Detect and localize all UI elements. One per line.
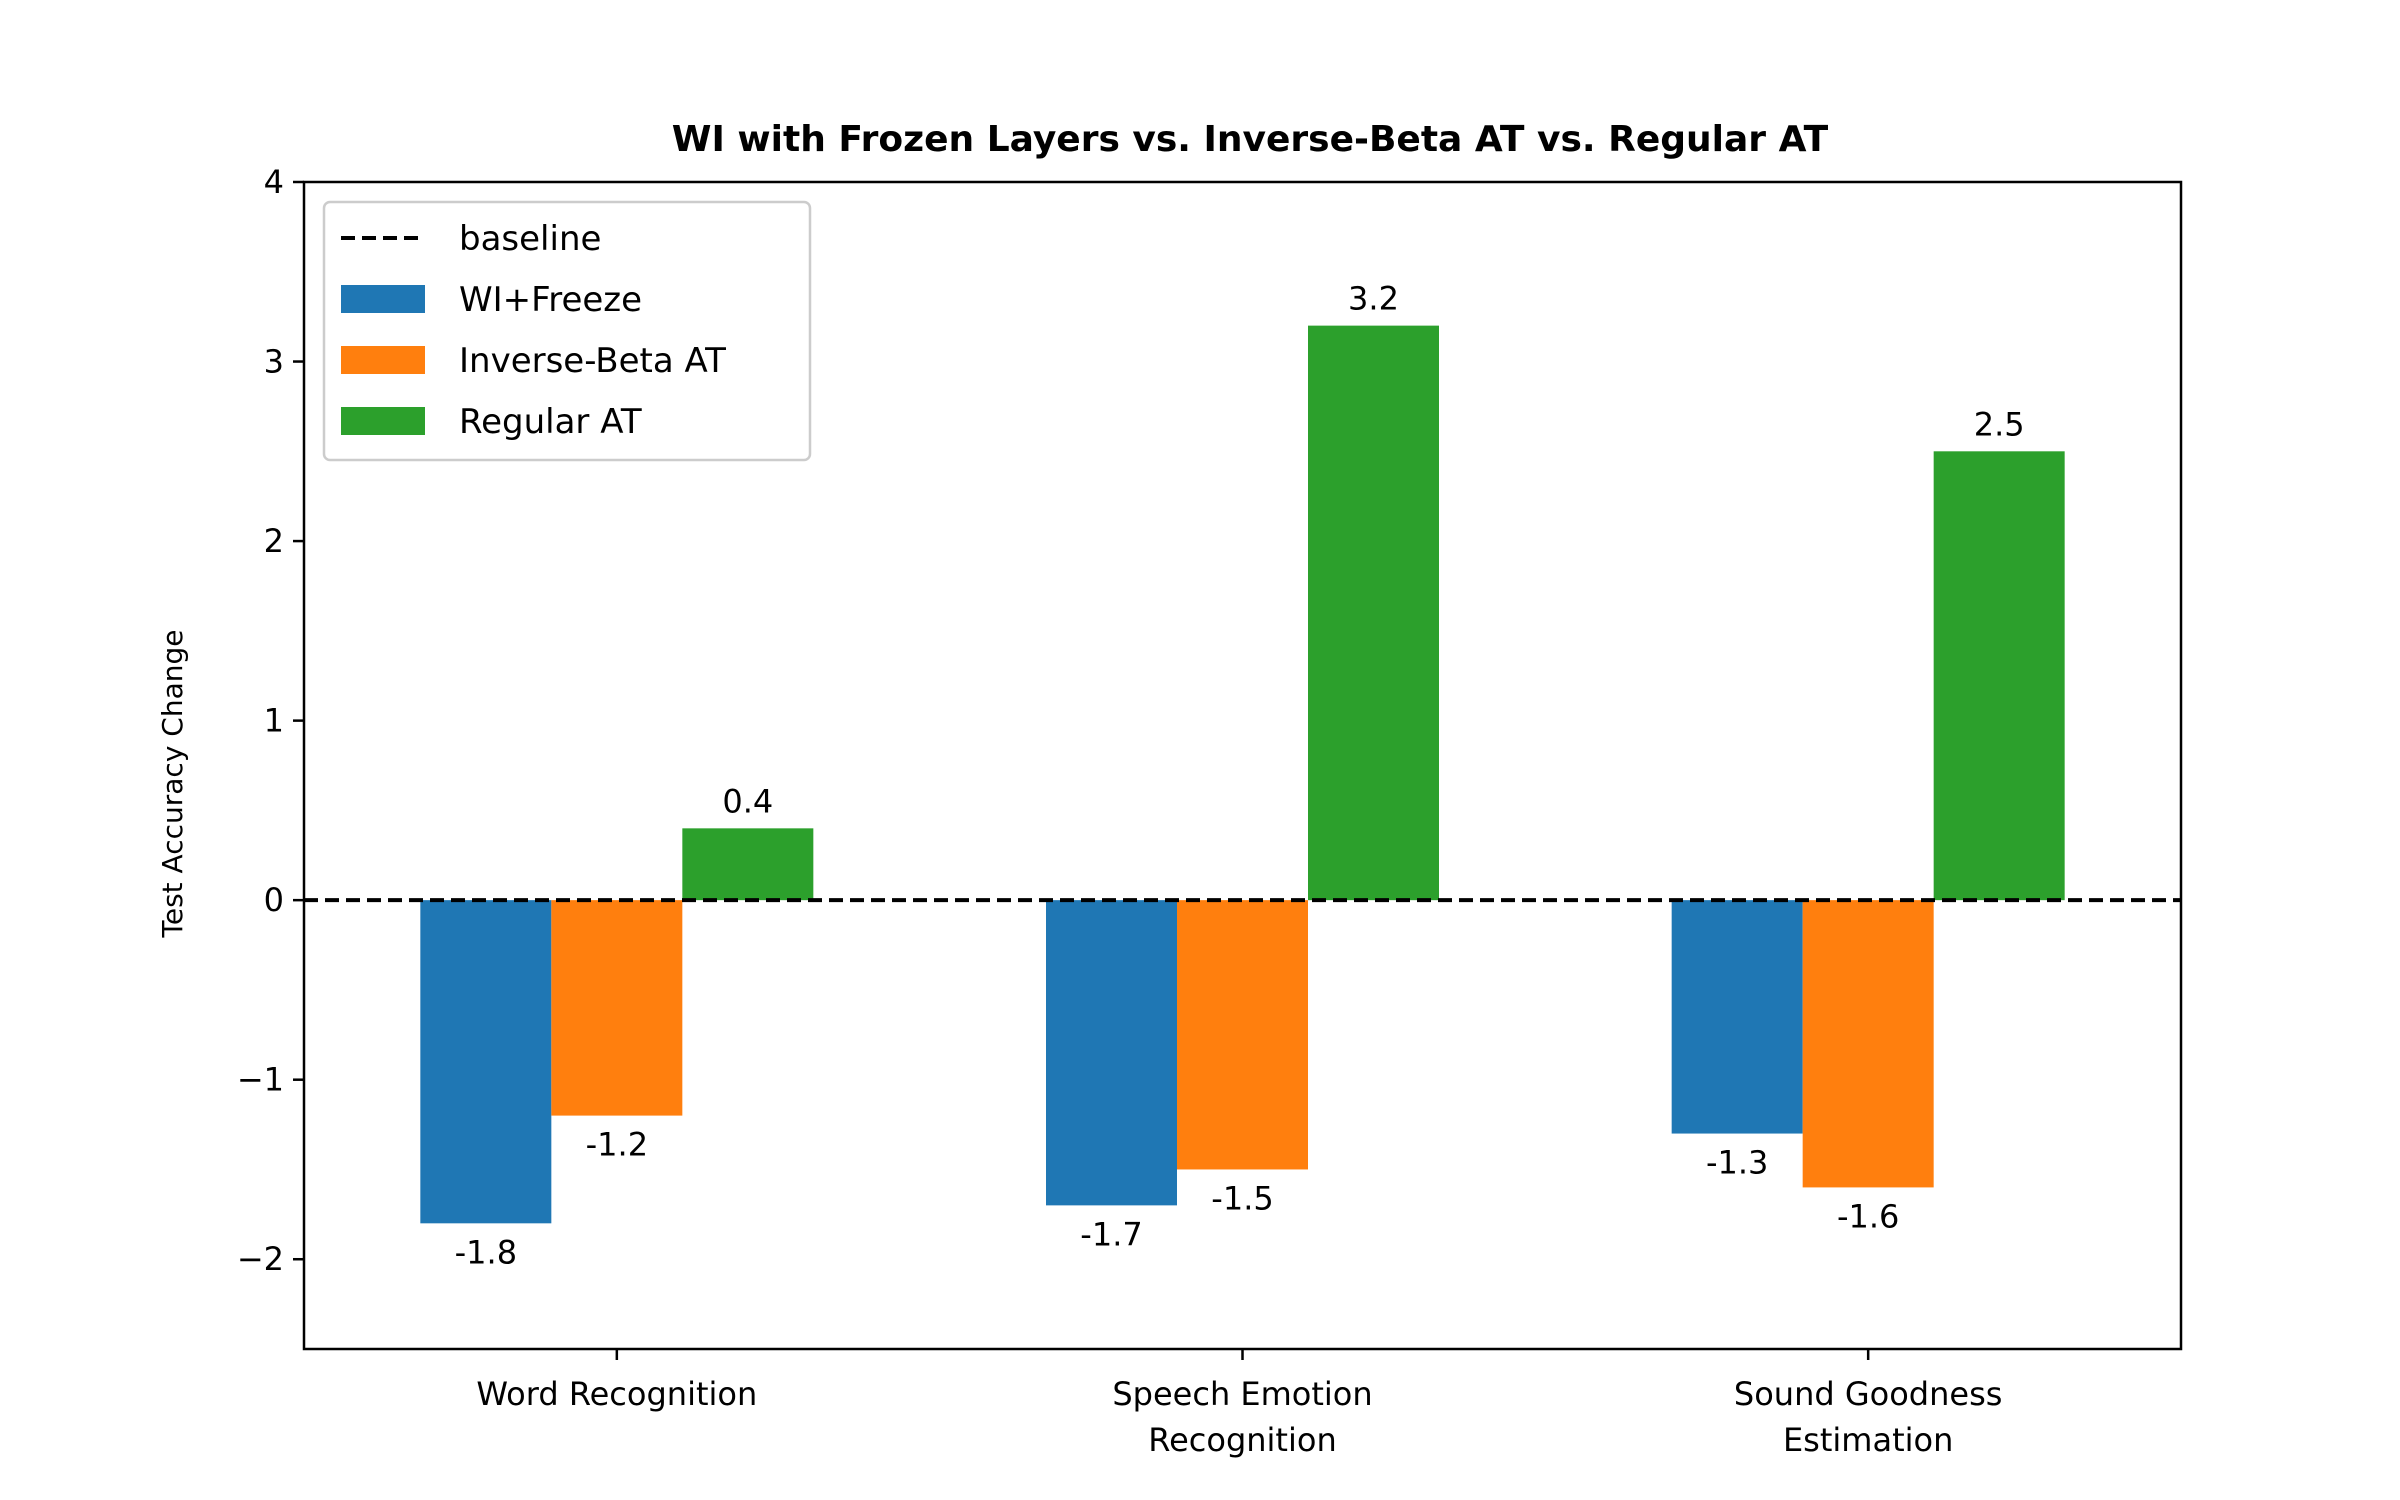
y-tick-label: 2: [264, 522, 284, 560]
data-label: -1.5: [1211, 1179, 1273, 1217]
bar: [1671, 900, 1803, 1134]
bar: [420, 900, 552, 1224]
data-label: -1.7: [1080, 1215, 1142, 1253]
y-tick-label: −2: [237, 1240, 284, 1278]
y-tick-label: 4: [264, 163, 284, 201]
legend-box: [322, 200, 812, 462]
data-label: -1.6: [1837, 1197, 1899, 1235]
bar: [1308, 325, 1439, 901]
data-label: 3.2: [1348, 280, 1399, 318]
bar: [1802, 900, 1934, 1188]
data-label: -1.8: [455, 1233, 517, 1271]
bars-group: [420, 325, 2065, 1224]
data-label: -1.3: [1706, 1144, 1768, 1182]
y-axis-label: Test Accuracy Change: [156, 630, 189, 939]
x-tick-label: Word Recognition: [476, 1375, 757, 1413]
axes-layer: −2 −1 0 1 2 3 4 Word Recognition Speech Emotion R…: [237, 163, 2183, 1459]
legend-label: baseline: [459, 219, 601, 259]
data-labels-layer: -1.8 -1.2 0.4 -1.7 -1.5 3.2 -1.3 -1.6 2.5: [455, 280, 2025, 1272]
x-tick-label: Sound Goodness: [1734, 1375, 2003, 1413]
bar: [551, 900, 683, 1116]
y-tick-label: −1: [237, 1061, 284, 1099]
legend-label: Regular AT: [459, 402, 642, 442]
legend-swatch: [341, 346, 425, 374]
x-tick-label: Estimation: [1783, 1421, 1953, 1459]
legend-swatch: [341, 285, 425, 313]
bar: [1933, 451, 2065, 901]
bar: [682, 828, 814, 901]
y-tick-label: 0: [264, 881, 284, 919]
bar: [1177, 900, 1308, 1170]
x-tick-label: Speech Emotion: [1112, 1375, 1372, 1413]
chart-title: WI with Frozen Layers vs. Inverse-Beta A…: [672, 119, 1829, 160]
data-label: 2.5: [1974, 405, 2025, 443]
bar: [1046, 900, 1177, 1206]
legend-label: WI+Freeze: [459, 280, 642, 320]
legend-label: Inverse-Beta AT: [459, 341, 726, 381]
y-tick-label: 1: [264, 702, 284, 740]
data-label: -1.2: [586, 1126, 648, 1164]
data-label: 0.4: [722, 782, 773, 820]
legend-swatch: [341, 407, 425, 435]
legend: baseline WI+Freeze Inverse-Beta AT Regular …: [322, 200, 812, 462]
y-tick-label: 3: [264, 343, 284, 381]
x-tick-label: Recognition: [1148, 1421, 1336, 1459]
